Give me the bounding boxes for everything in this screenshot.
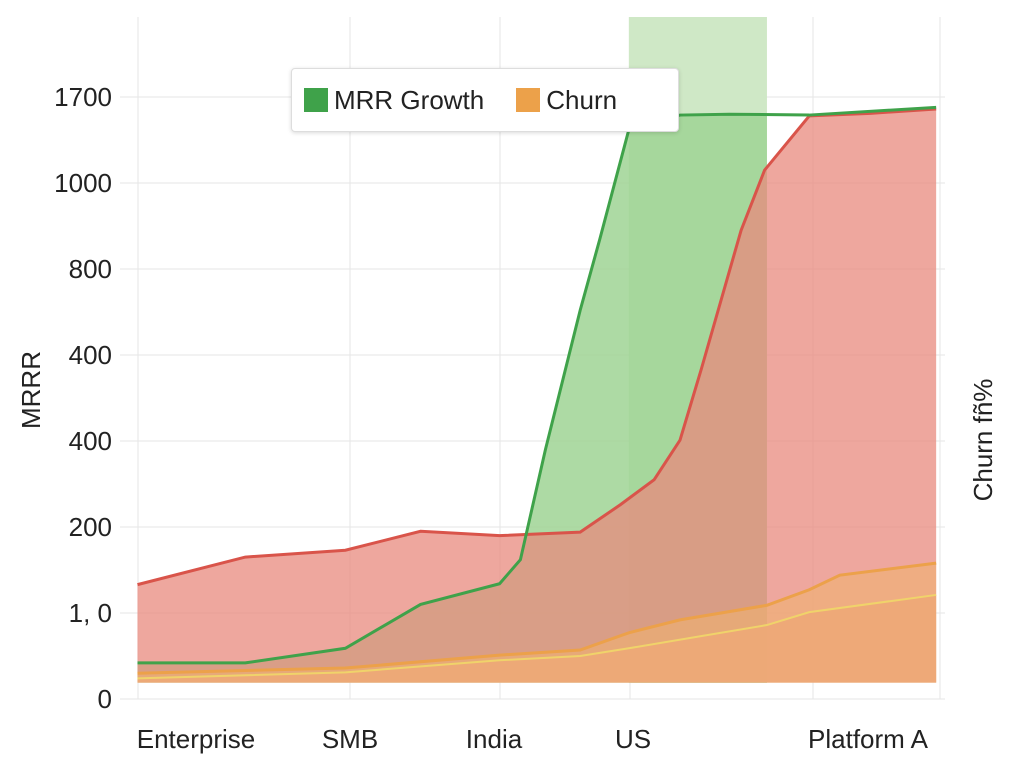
legend-item-mrr: MRR Growth <box>304 85 484 116</box>
x-tick-label: India <box>466 724 523 754</box>
legend-label-mrr: MRR Growth <box>334 84 485 115</box>
y-tick-label: 1700 <box>54 82 112 112</box>
x-tick-label: SMB <box>322 724 378 754</box>
churn-red-area <box>137 109 937 683</box>
legend-label-churn: Churn <box>546 84 618 115</box>
legend-swatch-churn <box>516 88 541 112</box>
legend-swatch-mrr <box>304 88 328 112</box>
y-tick-label: 800 <box>69 254 112 284</box>
x-tick-label: Platform A <box>808 724 929 754</box>
churn-baseline-line <box>137 593 937 680</box>
x-tick-label: US <box>615 724 651 754</box>
y-axis-label: MRRR <box>16 351 46 429</box>
churn-area <box>137 563 937 683</box>
y-tick-label: 1000 <box>54 168 112 198</box>
mrr-growth-line <box>137 105 937 665</box>
y-tick-label: 0 <box>98 684 112 714</box>
legend-item-churn: Churn <box>516 85 617 116</box>
y-tick-label: 1, 0 <box>69 598 112 628</box>
x-tick-label: Enterprise <box>137 724 256 754</box>
y-tick-label: 400 <box>69 426 112 456</box>
churn-line <box>137 561 937 675</box>
y-tick-label: 400 <box>69 340 112 370</box>
legend: MRR Growth Churn <box>291 68 679 132</box>
y-tick-label: 200 <box>69 512 112 542</box>
churn-red-line <box>137 107 937 587</box>
y2-axis-label: Churn fñ% <box>968 379 998 502</box>
